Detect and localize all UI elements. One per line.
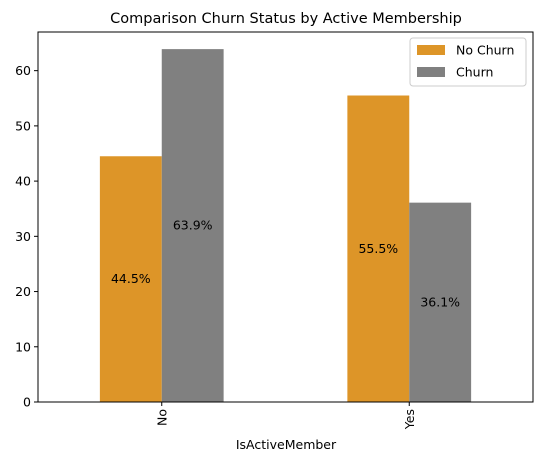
y-tick-label: 50: [15, 118, 31, 133]
legend-swatch: [417, 67, 445, 77]
y-tick-label: 30: [15, 229, 31, 244]
data-label: 55.5%: [358, 241, 398, 256]
chart-title: Comparison Churn Status by Active Member…: [110, 11, 462, 27]
legend: No Churn Churn: [410, 38, 526, 86]
y-tick-label: 60: [15, 63, 31, 78]
y-tick-label: 20: [15, 284, 31, 299]
x-axis: No Yes: [154, 402, 417, 430]
data-label: 63.9%: [173, 218, 213, 233]
x-tick-label: No: [154, 409, 169, 426]
legend-swatch: [417, 45, 445, 55]
legend-label: Churn: [456, 65, 493, 80]
x-axis-label: IsActiveMember: [236, 437, 337, 452]
data-label: 44.5%: [111, 271, 151, 286]
y-tick-label: 40: [15, 174, 31, 189]
x-tick-label: Yes: [402, 409, 417, 430]
y-tick-label: 10: [15, 339, 31, 354]
legend-label: No Churn: [456, 43, 514, 58]
data-label: 36.1%: [420, 294, 460, 309]
y-axis: 0 10 20 30 40 50 60: [15, 63, 38, 409]
y-tick-label: 0: [23, 395, 31, 410]
bars-layer: [100, 49, 471, 402]
